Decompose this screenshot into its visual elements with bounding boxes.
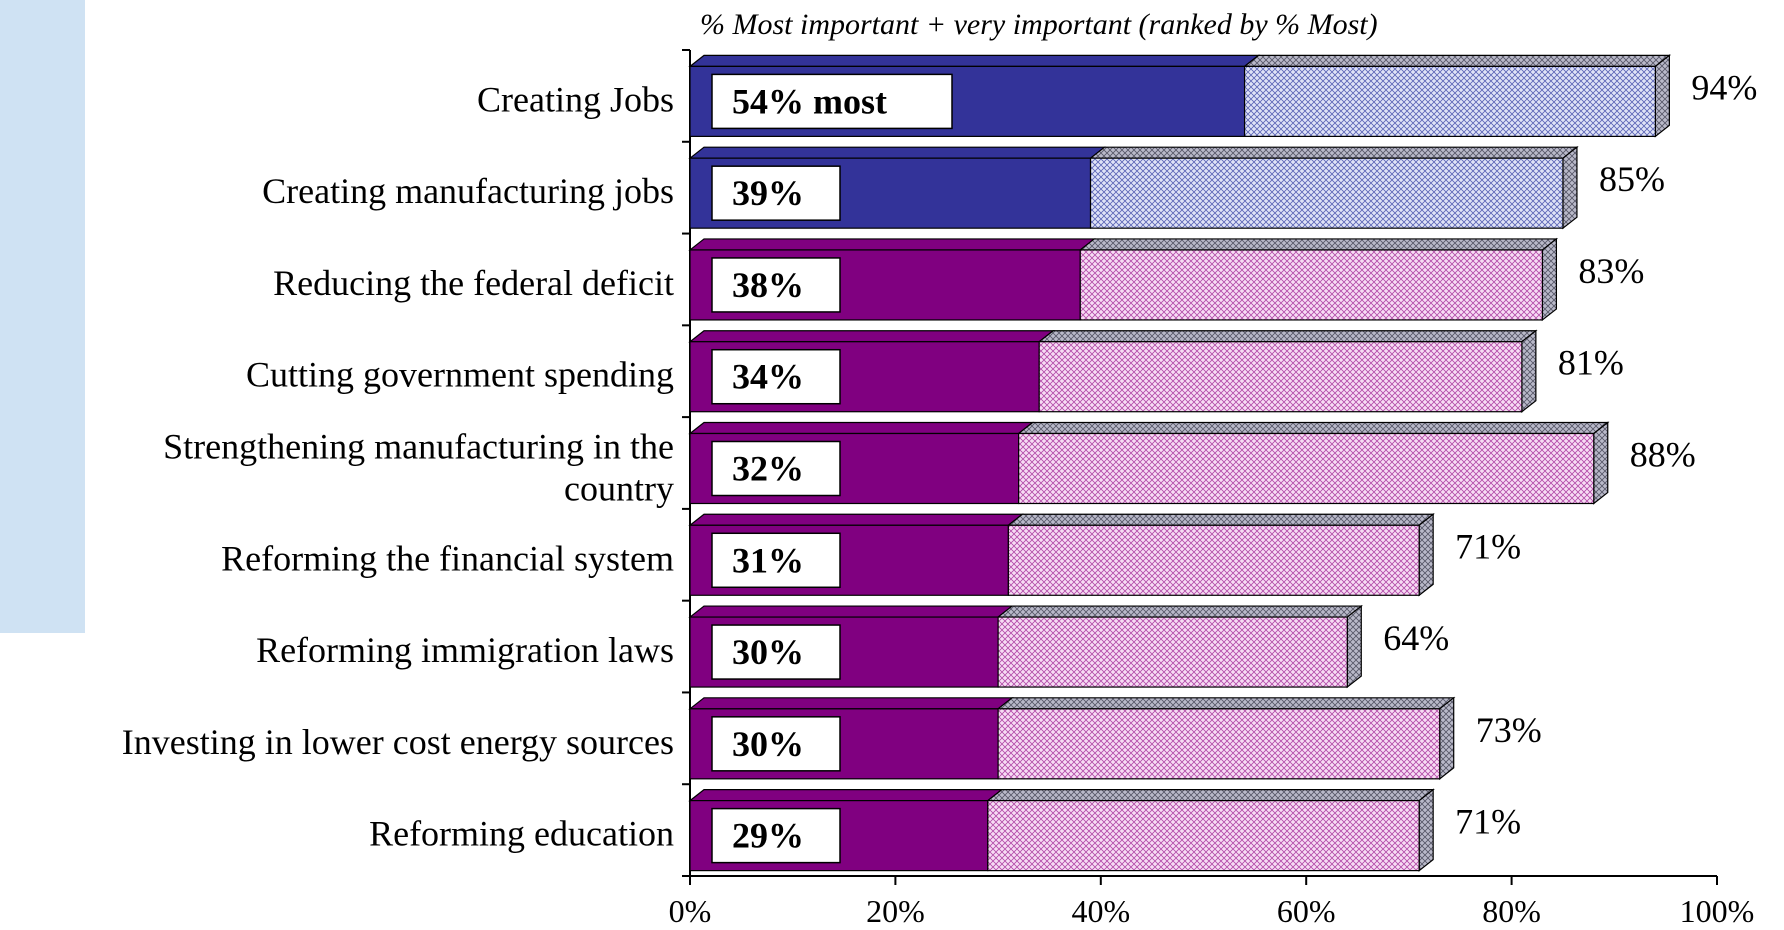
x-tick-label: 0%	[669, 893, 712, 929]
bar-side	[1418, 513, 1434, 597]
bar-total	[997, 708, 1441, 780]
total-label: 71%	[1455, 802, 1521, 842]
most-label: 39%	[732, 173, 804, 213]
x-tick-label: 60%	[1277, 893, 1336, 929]
most-label-box	[711, 807, 841, 864]
category-label: Strengthening manufacturing in the	[163, 427, 674, 467]
total-label: 94%	[1691, 67, 1757, 107]
total-label: 64%	[1383, 618, 1449, 658]
most-label-box	[711, 348, 841, 405]
total-label: 85%	[1599, 159, 1665, 199]
bar-top-most	[688, 789, 1004, 802]
total-label: 88%	[1630, 435, 1696, 475]
bar-top-most	[688, 513, 1025, 526]
bar-total	[1079, 249, 1544, 321]
bar-top-most	[688, 238, 1096, 251]
side-panel	[0, 0, 85, 633]
bar-top-most	[688, 421, 1035, 435]
bar-total	[1038, 341, 1523, 413]
category-label: Creating Jobs	[477, 79, 674, 119]
category-label: Reforming education	[369, 814, 674, 854]
total-label: 81%	[1558, 343, 1624, 383]
bar-side	[1521, 329, 1537, 413]
x-tick-label: 20%	[866, 893, 925, 929]
bar-side	[1418, 788, 1434, 872]
most-label: 31%	[732, 540, 804, 580]
bar-total	[1018, 432, 1595, 505]
category-label: Cutting government spending	[246, 355, 674, 395]
bar-top-total	[1088, 146, 1579, 159]
most-label-box	[711, 532, 841, 589]
bar-total	[1089, 157, 1564, 229]
bar-group: 38% 83% Reducing the federal deficit	[273, 237, 1644, 322]
most-label-box	[711, 716, 841, 772]
most-label: 29%	[732, 816, 804, 856]
category-label: country	[564, 469, 674, 509]
bar-top-most	[688, 605, 1014, 618]
bar-group: 29% 71% Reforming education	[369, 788, 1521, 872]
bar-top-total	[1037, 330, 1538, 343]
most-label: 32%	[732, 449, 804, 489]
bar-group: 54% most 94% Creating Jobs	[477, 54, 1757, 138]
most-label-box	[711, 624, 841, 680]
chart-title: % Most important + very important (ranke…	[700, 8, 1378, 41]
bar-side	[1654, 54, 1670, 138]
most-label-box	[711, 73, 953, 130]
bar-total	[987, 800, 1420, 872]
bar-top-most	[688, 330, 1055, 343]
most-label-box	[711, 257, 841, 313]
total-label: 71%	[1455, 526, 1521, 566]
x-tick-label: 100%	[1680, 893, 1755, 929]
bar-top-total	[1242, 54, 1672, 67]
most-label: 34%	[732, 357, 804, 397]
bar-total	[1243, 65, 1656, 137]
total-label: 73%	[1476, 710, 1542, 750]
category-label: Reforming immigration laws	[256, 630, 674, 670]
category-label: Creating manufacturing jobs	[262, 171, 674, 211]
bar-top-total	[996, 697, 1456, 710]
bar-side	[1562, 145, 1578, 230]
bar-group: 34% 81% Cutting government spending	[246, 329, 1624, 413]
bar-top-most	[688, 146, 1107, 159]
bar-top-most	[688, 54, 1261, 67]
bar-group: 30% 64% Reforming immigration laws	[256, 604, 1449, 689]
bar-top-total	[986, 789, 1435, 802]
category-label: Reforming the financial system	[221, 538, 674, 578]
bar-side	[1346, 604, 1362, 689]
axes: 0% 20% 40% 60% 80% 100%	[669, 49, 1755, 929]
bar-group: 32% 88% Strengthening manufacturing in the…	[163, 421, 1696, 509]
category-label: Investing in lower cost energy sources	[122, 722, 674, 762]
bar-side	[1593, 421, 1609, 505]
bar-group: 31% 71% Reforming the financial system	[221, 513, 1521, 597]
x-tick-label: 80%	[1482, 893, 1541, 929]
total-label: 83%	[1578, 251, 1644, 291]
x-tick-label: 40%	[1071, 893, 1130, 929]
most-label: 30%	[732, 724, 804, 764]
bar-total	[997, 616, 1348, 688]
most-label-box	[711, 440, 841, 497]
most-label-box	[711, 165, 841, 221]
bar-side	[1541, 237, 1558, 322]
bar-side	[1439, 696, 1455, 781]
bars: 54% most 94% Creating Jobs 39% 85% Creating m…	[122, 54, 1757, 872]
bar-top-total	[996, 605, 1364, 618]
most-label: 30%	[732, 632, 804, 672]
category-label: Reducing the federal deficit	[273, 263, 674, 303]
most-label: 38%	[732, 265, 804, 305]
bar-group: 39% 85% Creating manufacturing jobs	[262, 145, 1665, 230]
bar-top-most	[688, 697, 1014, 710]
bar-top-total	[1078, 238, 1559, 251]
bar-top-total	[1016, 421, 1610, 435]
most-label: 54% most	[732, 81, 887, 121]
bar-total	[1007, 524, 1420, 596]
bar-group: 30% 73% Investing in lower cost energy sou…	[122, 696, 1542, 781]
bar-top-total	[1006, 513, 1435, 526]
